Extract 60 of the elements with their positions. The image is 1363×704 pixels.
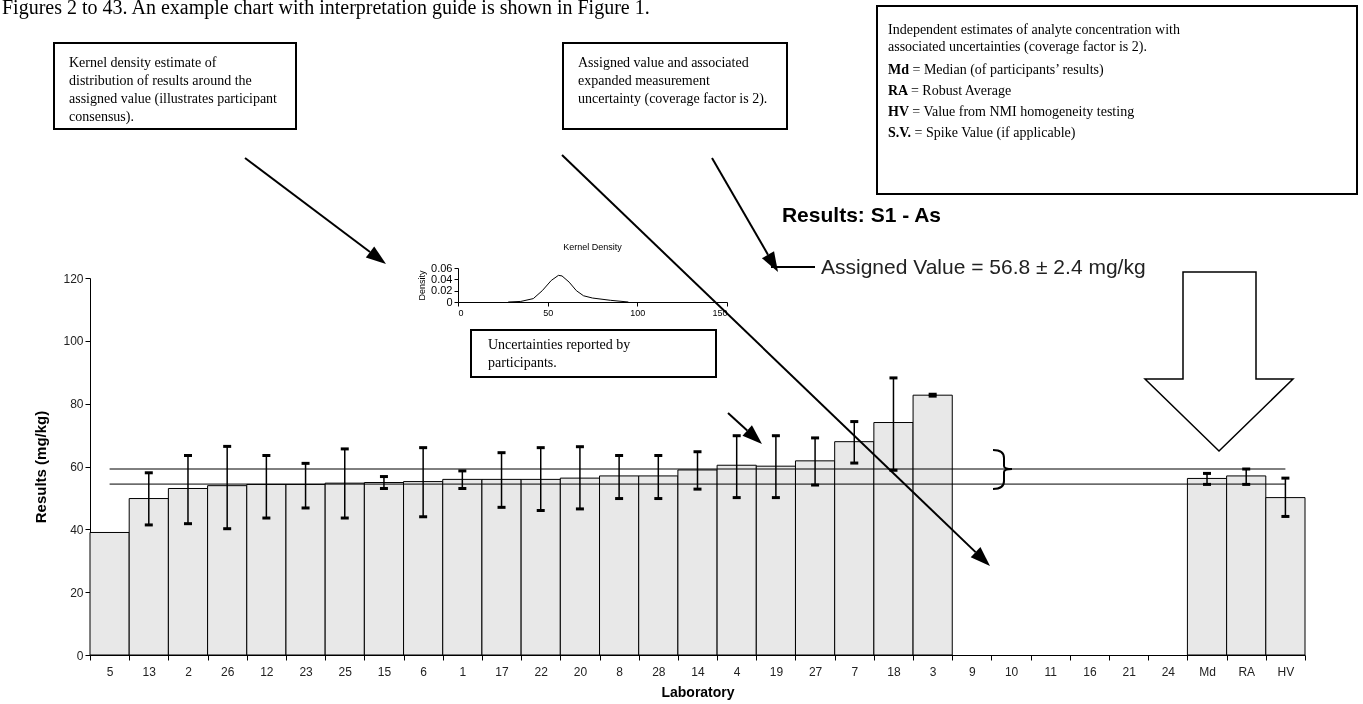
chart-title: Results: S1 - As (781, 203, 942, 226)
x-tick-label: 17 (495, 664, 510, 679)
x-tick-label: 24 (1161, 664, 1176, 679)
text: Md = Median (of participants’ results) (888, 61, 1105, 78)
text: Independent estimates of analyte concentration with associated uncertainties (coverage factor is 2). (888, 21, 1181, 55)
y-axis-title: Results (mg/kg) (32, 410, 50, 524)
y-tick-label: 40 (70, 522, 84, 537)
x-tick-label: 3 (929, 664, 937, 679)
y-tick-label: 0.06 (431, 261, 453, 274)
x-tick-label: 100 (630, 307, 646, 318)
x-tick-label: 1 (459, 664, 467, 679)
x-tick-label: 2 (185, 664, 193, 679)
annotation: Uncertainties reported by participants. (470, 329, 717, 378)
x-tick-label: 7 (851, 664, 859, 679)
y-tick-label: 0.02 (431, 284, 453, 297)
x-tick-label: 25 (338, 664, 353, 679)
x-tick-label: 22 (534, 664, 549, 679)
text: HV = Value from NMI homogeneity testing (888, 103, 1136, 120)
y-tick-label: 0.04 (431, 272, 453, 285)
x-tick-label: 5 (106, 664, 114, 679)
y-tick-label: 120 (63, 271, 84, 286)
y-tick-label: 0 (446, 295, 453, 308)
text: Assigned value and associated expanded measurement uncertainty (coverage factor is 2). (562, 42, 788, 130)
text: S.V. = Spike Value (if applicable) (888, 124, 1077, 141)
x-tick-label: 28 (652, 664, 666, 679)
x-tick-label: 6 (420, 664, 428, 679)
x-tick-label: 8 (616, 664, 624, 679)
x-tick-label: 13 (142, 664, 157, 679)
x-tick-label: 19 (769, 664, 784, 679)
y-tick-label: 80 (70, 397, 84, 412)
x-tick-label: 20 (573, 664, 588, 679)
x-tick-label: HV (1277, 664, 1295, 679)
y-tick-label: 60 (70, 460, 84, 474)
text: Kernel density estimate of distribution of results around the assigned value (illustrates participant consensus). (53, 42, 297, 130)
x-tick-label: 0 (458, 307, 464, 318)
x-tick-label: 23 (299, 664, 314, 679)
x-tick-label: 12 (260, 664, 274, 679)
x-tick-label: 26 (221, 664, 235, 679)
y-tick-label: 100 (63, 334, 84, 349)
x-tick-label: RA (1238, 664, 1256, 679)
text: RA = Robust Average (888, 82, 1013, 99)
y-tick-label: 20 (70, 585, 84, 600)
x-tick-label: 11 (1044, 664, 1058, 679)
chart-title: Kernel Density (563, 242, 623, 252)
y-tick-label: 0 (76, 648, 84, 663)
x-axis-title: Laboratory (661, 683, 735, 700)
text: Figures 2 to 43. An example chart with interpretation guide is shown in Figure 1. (2, 0, 650, 19)
x-tick-label: 10 (1004, 664, 1019, 679)
x-tick-label: 9 (969, 664, 977, 679)
x-tick-label: 50 (543, 307, 554, 318)
x-tick-label: 16 (1083, 664, 1097, 679)
x-tick-label: 15 (377, 664, 392, 679)
x-tick-label: 14 (691, 664, 705, 679)
y-axis-title: Density (417, 270, 428, 301)
x-tick-label: 4 (733, 664, 741, 679)
text: Assigned Value = 56.8 ± 2.4 mg/kg (821, 255, 1146, 279)
x-tick-label: Md (1199, 664, 1216, 679)
x-tick-label: 18 (887, 664, 901, 679)
x-tick-label: 21 (1122, 664, 1137, 679)
x-tick-label: 27 (808, 664, 823, 679)
